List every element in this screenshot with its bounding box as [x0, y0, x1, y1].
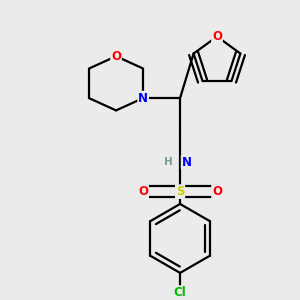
Text: S: S: [176, 185, 184, 198]
Text: O: O: [138, 185, 148, 198]
Text: O: O: [212, 30, 222, 43]
Text: O: O: [212, 185, 222, 198]
Text: O: O: [111, 50, 121, 63]
Text: H: H: [164, 157, 173, 167]
Text: N: N: [182, 156, 192, 169]
Text: Cl: Cl: [174, 286, 187, 299]
Text: N: N: [138, 92, 148, 105]
